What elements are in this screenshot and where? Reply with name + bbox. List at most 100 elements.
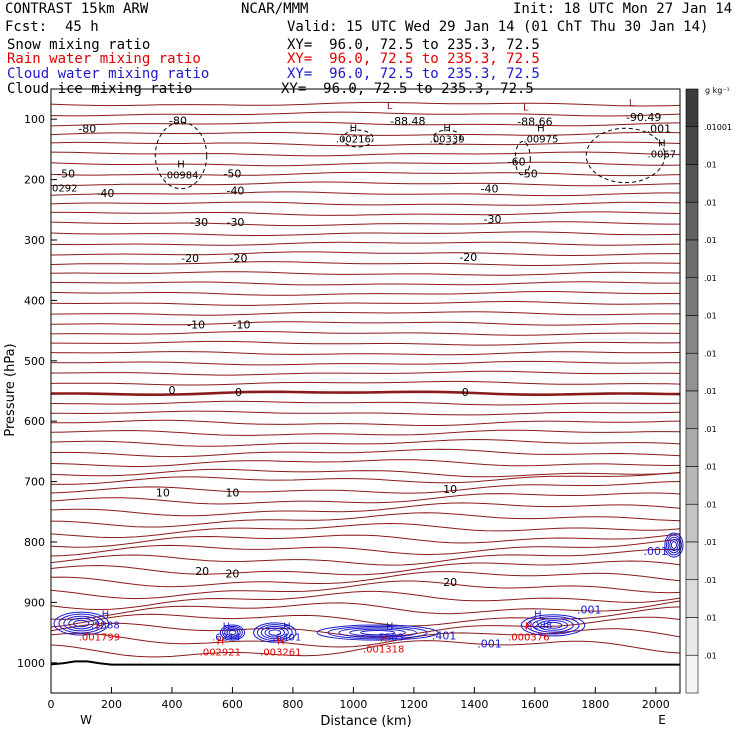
isotherm — [50, 616, 681, 638]
cloud-water-contour — [537, 619, 569, 631]
isotherm — [50, 410, 681, 416]
model-title: CONTRAST 15km ARW — [5, 1, 149, 17]
contour-label: -40 — [226, 184, 244, 197]
x-tick-label: 200 — [101, 698, 122, 711]
isotherm — [50, 281, 680, 286]
y-tick-label: 600 — [24, 415, 45, 428]
high-marker: H — [658, 138, 666, 149]
x-tick-label: 1600 — [521, 698, 549, 711]
colorbar-label: .01 — [704, 236, 717, 245]
colorbar-swatch — [685, 428, 699, 467]
high-marker: H — [217, 637, 225, 648]
high-marker: H — [525, 622, 533, 633]
colorbar-label: .01 — [704, 274, 717, 283]
x-axis-east-label: E — [658, 713, 666, 727]
colorbar-label: .01 — [704, 576, 717, 585]
contour-label: 10 — [443, 483, 457, 496]
contour-label: -50 — [57, 168, 75, 181]
high-marker: H — [443, 123, 451, 134]
contour-label: .001 — [647, 122, 672, 135]
contour-label: -88.66 — [517, 116, 552, 129]
extremum-value: .003261 — [260, 648, 301, 659]
extremum-value: .001318 — [363, 645, 404, 656]
field-snow-xy: XY= 96.0, 72.5 to 235.3, 72.5 — [287, 37, 540, 53]
init-label: Init: 18 UTC Mon 27 Jan 14 — [513, 1, 733, 17]
plot-frame — [50, 88, 681, 694]
y-tick-label: 500 — [24, 355, 45, 368]
valid-label: Valid: 15 UTC Wed 29 Jan 14 (01 ChT Thu … — [287, 19, 709, 35]
cloud-water-contour — [253, 622, 297, 643]
isotherm — [50, 131, 681, 136]
extremum-value: .5388 — [91, 621, 120, 632]
contour-label: -50 — [520, 168, 538, 181]
isotherm — [50, 492, 681, 505]
field-rain-name: Rain water mixing ratio — [7, 51, 201, 67]
axes: 0 200 400 600 800 1000 1200 1400 1600 1800 2000100… — [17, 113, 670, 711]
snow-cloud-outline — [342, 129, 374, 148]
temperature-contours — [50, 101, 681, 666]
isotherm — [50, 419, 681, 426]
contour-label: -10 — [233, 319, 251, 332]
contour-label: -50 — [223, 168, 241, 181]
high-marker: H — [177, 160, 185, 171]
isotherm — [50, 121, 681, 127]
snow-cloud-outline — [154, 121, 208, 190]
cloud-water-contour — [63, 615, 100, 632]
cloud-water-contour — [360, 629, 396, 636]
x-axis-label: Distance (km) — [320, 714, 411, 729]
isotherm — [50, 351, 681, 356]
isotherm — [51, 370, 681, 376]
extremum-value: .0067 — [648, 149, 677, 160]
isotherm — [51, 340, 681, 346]
isotherm — [51, 181, 681, 187]
low-marker: L — [629, 98, 635, 109]
extremum-value: .00975 — [523, 134, 558, 145]
field-cloudice-xy: XY= 96.0, 72.5 to 235.3, 72.5 — [281, 81, 534, 97]
isotherm — [50, 400, 681, 406]
contour-label: -60 — [508, 155, 526, 168]
x-tick-label: 1200 — [400, 698, 428, 711]
cloud-water-contour — [256, 624, 293, 642]
field-cloudwater-xy: XY= 96.0, 72.5 to 235.3, 72.5 — [287, 66, 540, 82]
colorbar-label: .01 — [704, 161, 717, 170]
y-axis-label: Pressure (hPa) — [3, 343, 18, 436]
colorbar-swatch — [685, 315, 699, 354]
colorbar-swatch — [685, 239, 699, 279]
colorbar-swatch — [685, 88, 699, 128]
y-tick-label: 800 — [24, 536, 45, 549]
contour-label: -10 — [187, 319, 205, 332]
isotherm — [50, 571, 681, 588]
contour-label: -30 — [226, 216, 244, 229]
isotherm — [50, 221, 680, 227]
y-tick-label: 200 — [24, 174, 45, 187]
contour-label: -40 — [96, 187, 114, 200]
isotherm — [50, 600, 681, 620]
colorbar-swatch — [685, 466, 699, 505]
field-cloudice-name: Cloud ice mixing ratio — [7, 81, 193, 97]
extremum-value: .00339 — [430, 134, 465, 145]
colorbar-swatch — [685, 352, 699, 392]
high-marker: H — [283, 622, 291, 633]
fcst-value: 45 h — [65, 19, 99, 35]
contour-label: -40 — [481, 183, 499, 196]
cloud-water-contour — [532, 618, 574, 633]
cloud-water-contour — [219, 624, 246, 641]
cloud-water-contour — [520, 614, 586, 637]
y-tick-label: 400 — [24, 294, 45, 307]
isotherm — [50, 261, 681, 267]
contour-label: 0 — [235, 386, 242, 399]
colorbar-label: .01 — [704, 651, 717, 660]
y-tick-label: 1000 — [17, 657, 45, 670]
cloud-water-label: .001 — [477, 637, 502, 650]
extremum-value: .6401 — [273, 633, 302, 644]
high-marker: H — [534, 610, 542, 621]
x-tick-label: 1000 — [339, 698, 367, 711]
low-marker: L — [387, 101, 393, 112]
contour-label: 20 — [195, 565, 209, 578]
cloud-water-contour — [667, 536, 681, 554]
isotherm — [50, 151, 681, 157]
colorbar-label: .01 — [704, 614, 717, 623]
snow-cloud-outline — [514, 141, 531, 176]
isotherm — [50, 548, 681, 566]
extremum-value: .001799 — [79, 633, 120, 644]
